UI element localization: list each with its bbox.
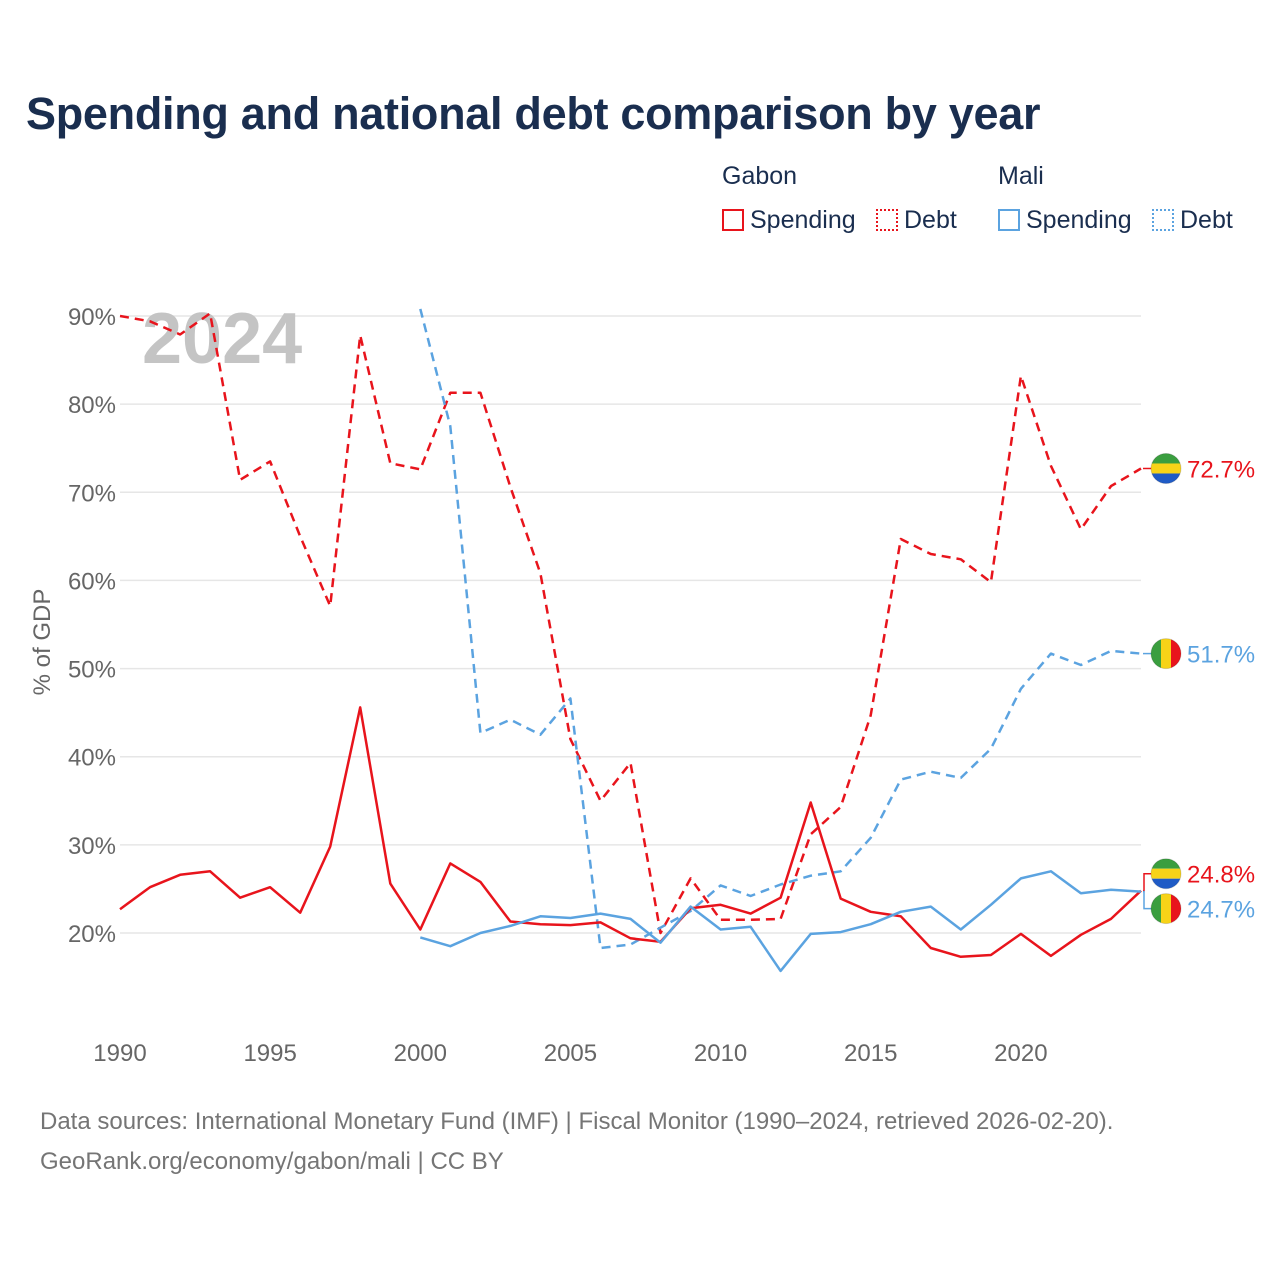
end-value-label: 24.8% [1187, 862, 1255, 889]
end-connector [1143, 890, 1152, 910]
legend-gabon-spending[interactable]: Spending [722, 204, 856, 236]
legend-label: Debt [904, 205, 957, 234]
gabon-flag-icon [1150, 452, 1182, 484]
end-connector [1143, 872, 1152, 892]
y-tick-label: 80% [68, 392, 116, 419]
y-axis-label: % of GDP [29, 589, 56, 696]
legend-swatch-dotted [876, 209, 898, 231]
chart-title: Spending and national debt comparison by… [26, 88, 1041, 139]
x-tick-label: 1990 [93, 1040, 146, 1067]
legend-swatch-dotted [1152, 209, 1174, 231]
end-value-label: 24.7% [1187, 897, 1255, 924]
x-tick-label: 2000 [394, 1040, 447, 1067]
axes: 20% 30% 40% 50% 60% 70% 80% 90% 1990 1995 2000 2005… [29, 304, 1048, 1067]
legend-gabon-debt[interactable]: Debt [876, 204, 957, 236]
series-line-mali-spending[interactable] [419, 870, 1142, 973]
legend-swatch-solid [722, 209, 744, 231]
legend-group-mali: Mali [998, 162, 1044, 190]
legend-swatch-solid [998, 209, 1020, 231]
series-layer [119, 308, 1142, 973]
mali-flag-icon [1150, 638, 1182, 670]
x-tick-label: 2020 [994, 1040, 1047, 1067]
x-tick-label: 2010 [694, 1040, 747, 1067]
source-note: Data sources: International Monetary Fun… [40, 1108, 1114, 1135]
y-tick-label: 60% [68, 568, 116, 595]
end-value-label: 51.7% [1187, 642, 1255, 669]
y-tick-label: 40% [68, 745, 116, 772]
legend-group-gabon: Gabon [722, 162, 798, 190]
credit-link[interactable]: GeoRank.org/economy/gabon/mali | CC BY [40, 1148, 504, 1175]
grid [120, 315, 1141, 934]
x-tick-label: 2015 [844, 1040, 897, 1067]
y-tick-label: 70% [68, 480, 116, 507]
legend-mali-spending[interactable]: Spending [998, 204, 1132, 236]
x-tick-label: 2005 [544, 1040, 597, 1067]
year-watermark: 2024 [142, 299, 302, 379]
legend-mali-debt[interactable]: Debt [1152, 204, 1233, 236]
y-tick-label: 30% [68, 833, 116, 860]
legend-label: Spending [1026, 205, 1132, 234]
legend-label: Debt [1180, 205, 1233, 234]
end-value-label: 72.7% [1187, 456, 1255, 483]
line-chart: 2024 20% 30% 40% 50% 60% 70% 80% 90% 1990 1995 200… [29, 299, 1255, 1067]
x-tick-label: 1995 [243, 1040, 296, 1067]
gabon-flag-icon [1150, 858, 1182, 890]
legend-label: Spending [750, 205, 856, 234]
y-tick-label: 90% [68, 304, 116, 331]
y-tick-label: 20% [68, 921, 116, 948]
series-line-gabon-debt[interactable] [119, 312, 1142, 935]
end-labels: 72.7% 51.7% 24.8% 24.7% [1143, 452, 1255, 925]
mali-flag-icon [1150, 893, 1182, 925]
series-line-mali-debt[interactable] [419, 308, 1142, 950]
series-line-gabon-spending[interactable] [119, 706, 1142, 959]
y-tick-label: 50% [68, 657, 116, 684]
